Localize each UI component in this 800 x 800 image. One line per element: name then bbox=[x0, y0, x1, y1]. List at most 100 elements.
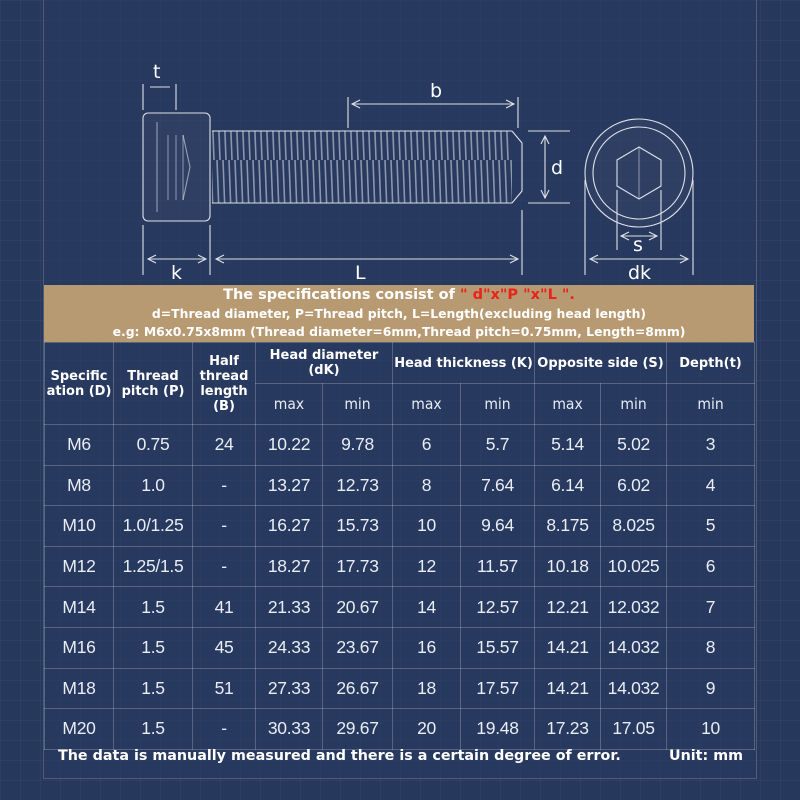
header-spec: Specific ation (D) bbox=[44, 342, 114, 425]
table-cell: 1.25/1.5 bbox=[113, 545, 193, 588]
footer-note: The data is manually measured and there … bbox=[58, 748, 621, 764]
screw-head bbox=[142, 112, 211, 222]
table-cell: 24 bbox=[192, 424, 256, 466]
table-cell: 6 bbox=[666, 545, 756, 588]
table-cell: 6.02 bbox=[600, 464, 668, 507]
table-cell: 10 bbox=[666, 708, 756, 750]
screw-thread bbox=[212, 131, 512, 203]
table-cell: 14.21 bbox=[534, 667, 602, 710]
table-cell: 12.57 bbox=[459, 586, 536, 628]
table-cell: 41 bbox=[192, 586, 256, 628]
table-cell: - bbox=[192, 505, 256, 547]
table-cell: 15.57 bbox=[459, 626, 536, 669]
dim-label-b: b bbox=[430, 80, 442, 102]
table-cell: 19.48 bbox=[459, 708, 536, 750]
header-half-thread: Half thread length (B) bbox=[192, 342, 256, 425]
header-opposite-side: Opposite side (S) bbox=[534, 342, 668, 384]
table-cell: 9.64 bbox=[459, 505, 536, 547]
spec-banner: The specifications consist of " d"x"P "x… bbox=[44, 285, 754, 342]
dim-label-d: d bbox=[551, 157, 563, 179]
table-cell: 21.33 bbox=[255, 586, 323, 628]
table-cell: 10.18 bbox=[534, 545, 602, 588]
table-cell: - bbox=[192, 464, 256, 507]
table-row: M14 1.5 41 21.33 20.67 14 12.57 12.21 12.032 7 bbox=[44, 586, 756, 628]
subheader-row: max min max min max min min bbox=[45, 383, 756, 425]
table-cell: 51 bbox=[192, 667, 256, 710]
banner-line-2: d=Thread diameter, P=Thread pitch, L=Len… bbox=[151, 306, 647, 321]
table-cell: 0.75 bbox=[113, 424, 193, 466]
table-cell: M14 bbox=[44, 586, 114, 628]
table-cell: 27.33 bbox=[255, 667, 323, 710]
spec-table: Specific ation (D) Thread pitch (P) Half… bbox=[44, 342, 756, 750]
table-cell: 12.73 bbox=[322, 464, 393, 507]
table-row: M18 1.5 51 27.33 26.67 18 17.57 14.21 14.032 9 bbox=[44, 667, 756, 710]
spec-table-body: M6 0.75 24 10.22 9.78 6 5.7 5.14 5.02 3 M8 1.0-13.2… bbox=[44, 424, 756, 750]
table-cell: 10 bbox=[392, 505, 461, 547]
table-cell: 9.78 bbox=[322, 424, 393, 466]
table-cell: 6.14 bbox=[534, 464, 602, 507]
table-cell: 5.7 bbox=[459, 424, 536, 466]
table-cell: - bbox=[192, 545, 256, 588]
table-cell: 1.5 bbox=[113, 667, 193, 710]
table-cell: 18.27 bbox=[255, 545, 323, 588]
table-cell: 7 bbox=[666, 586, 756, 628]
table-cell: 18 bbox=[392, 667, 461, 710]
table-cell: 45 bbox=[192, 626, 256, 669]
table-cell: 29.67 bbox=[322, 708, 393, 750]
table-cell: M6 bbox=[44, 424, 114, 466]
table-cell: 8.175 bbox=[534, 505, 602, 547]
table-cell: 12.032 bbox=[600, 586, 668, 628]
table-cell: 16.27 bbox=[255, 505, 323, 547]
table-cell: 24.33 bbox=[255, 626, 323, 669]
table-cell: 1.0 bbox=[113, 464, 193, 507]
subheader-cell: max bbox=[255, 383, 323, 425]
subheader-cell: min bbox=[322, 383, 393, 425]
banner-line-1-highlight: " d"x"P "x"L ". bbox=[459, 287, 575, 303]
table-cell: 1.0/1.25 bbox=[113, 505, 193, 547]
dim-label-k: k bbox=[171, 262, 182, 284]
table-cell: 13.27 bbox=[255, 464, 323, 507]
table-cell: 8.025 bbox=[600, 505, 668, 547]
table-cell: 14.032 bbox=[600, 626, 668, 669]
table-cell: 3 bbox=[666, 424, 756, 466]
table-cell: 5 bbox=[666, 505, 756, 547]
table-row: M12 1.25/1.5-18.27 17.73 12 11.57 10.18 10.025… bbox=[44, 545, 756, 588]
table-cell: 23.67 bbox=[322, 626, 393, 669]
table-cell: 6 bbox=[392, 424, 461, 466]
header-depth: Depth(t) bbox=[666, 342, 756, 384]
table-cell: 8 bbox=[666, 626, 756, 669]
table-cell: 14 bbox=[392, 586, 461, 628]
dim-label-t: t bbox=[153, 61, 160, 83]
table-row: M6 0.75 24 10.22 9.78 6 5.7 5.14 5.02 3 bbox=[44, 424, 756, 466]
table-cell: M16 bbox=[44, 626, 114, 669]
header-head-thickness: Head thickness (K) bbox=[391, 342, 536, 384]
table-cell: 4 bbox=[666, 464, 756, 507]
table-cell: 30.33 bbox=[255, 708, 323, 750]
table-cell: 8 bbox=[392, 464, 461, 507]
table-cell: 14.032 bbox=[600, 667, 668, 710]
table-cell: 12 bbox=[392, 545, 461, 588]
table-cell: 17.57 bbox=[459, 667, 536, 710]
table-cell: M10 bbox=[44, 505, 114, 547]
subheader-cell: max bbox=[392, 383, 461, 425]
table-cell: M8 bbox=[44, 464, 114, 507]
table-cell: 20 bbox=[392, 708, 461, 750]
table-cell: 7.64 bbox=[459, 464, 536, 507]
table-cell: M18 bbox=[44, 667, 114, 710]
subheader-cell: min bbox=[666, 383, 756, 425]
table-cell: 5.02 bbox=[600, 424, 668, 466]
table-cell: 11.57 bbox=[459, 545, 536, 588]
table-cell: - bbox=[192, 708, 256, 750]
dim-label-dk: dk bbox=[628, 262, 651, 284]
banner-line-3: e.g: M6x0.75x8mm (Thread diameter=6mm,Th… bbox=[112, 324, 686, 339]
screw-diagram: t b d k L s dk bbox=[142, 61, 694, 284]
footer: The data is manually measured and there … bbox=[58, 745, 748, 771]
header-row: Specific ation (D) Thread pitch (P) Half… bbox=[44, 342, 756, 425]
table-cell: 20.67 bbox=[322, 586, 393, 628]
table-cell: 17.05 bbox=[600, 708, 668, 750]
subheader-cell: min bbox=[459, 383, 536, 425]
table-cell: 12.21 bbox=[534, 586, 602, 628]
table-cell: M12 bbox=[44, 545, 114, 588]
dim-label-L: L bbox=[355, 262, 366, 284]
footer-unit: Unit: mm bbox=[668, 748, 743, 764]
